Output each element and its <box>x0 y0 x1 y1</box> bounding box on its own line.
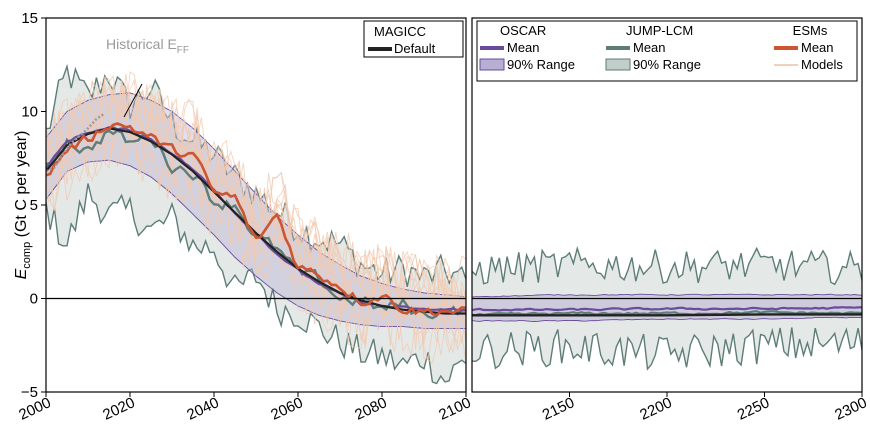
right-panel-plot-area <box>472 245 862 371</box>
legend-entry-label: Mean <box>633 40 666 55</box>
legend-entry-label: Models <box>801 57 843 72</box>
y-tick-label: −5 <box>21 384 38 401</box>
y-axis-label: Ecomp (Gt C per year) <box>13 131 33 280</box>
y-axis-label-sub: comp <box>21 242 33 269</box>
left-panel-plot-area <box>46 63 466 385</box>
legend-group-title: JUMP-LCM <box>626 23 693 38</box>
oscar-range-band <box>46 92 466 329</box>
legend-group-title: OSCAR <box>500 23 546 38</box>
esm-model-line <box>46 73 466 311</box>
magicc-default-line <box>472 313 862 317</box>
jump-lcm-range-lower-line <box>472 327 862 371</box>
legend-entry-label: 90% Range <box>507 57 575 72</box>
right-legend-box <box>476 20 858 82</box>
jump-lcm-mean-line <box>472 310 862 317</box>
y-tick-label: 0 <box>30 291 38 308</box>
esm-mean-line <box>46 122 466 317</box>
legend-group-title: ESMs <box>793 23 828 38</box>
historical-annotation-pointer <box>123 83 143 118</box>
jump-lcm-range-lower-line <box>46 183 466 385</box>
oscar-range-lower-line <box>472 316 862 322</box>
legend-swatch-patch <box>605 58 631 71</box>
y-tick-label: 15 <box>21 10 38 27</box>
esm-model-line <box>46 121 466 362</box>
y-axis-label-main: E <box>13 268 30 279</box>
oscar-mean-line <box>472 306 862 312</box>
esm-model-line <box>46 128 466 364</box>
historical-annotation-label: Historical EFF <box>106 36 189 56</box>
jump-lcm-range-upper-line <box>472 245 862 286</box>
legend-entry-label: Mean <box>801 40 834 55</box>
oscar-range-upper-line <box>472 293 862 298</box>
y-axis-label-rest: (Gt C per year) <box>13 131 30 242</box>
historical-eff-line <box>46 112 106 173</box>
y-tick-label: 10 <box>21 104 38 121</box>
y-tick-label: 5 <box>30 197 38 214</box>
legend-entry-label: Mean <box>507 40 540 55</box>
esm-model-line <box>46 84 466 311</box>
legend-entry-label: 90% Range <box>633 57 701 72</box>
right-legend: OSCAR Mean 90% Range JUMP-LCM Mean 90% Range E… <box>476 20 858 82</box>
legend-swatch-patch <box>479 58 505 71</box>
magicc-legend-title: MAGICC <box>374 24 426 39</box>
magicc-legend-default-label: Default <box>394 41 436 56</box>
historical-annotation: Historical EFF <box>106 36 189 118</box>
magicc-legend: MAGICC Default <box>363 20 464 58</box>
